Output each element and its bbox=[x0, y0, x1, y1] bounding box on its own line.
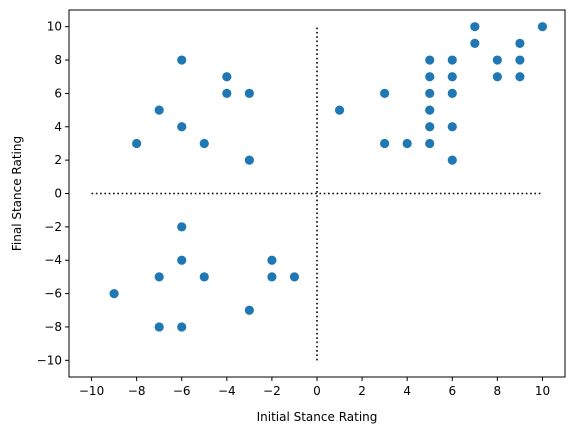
y-tick-label: −8 bbox=[44, 320, 62, 334]
x-tick-label: −10 bbox=[79, 384, 104, 398]
data-point bbox=[515, 72, 525, 82]
data-point bbox=[199, 272, 209, 282]
data-point bbox=[447, 155, 457, 165]
data-point bbox=[244, 155, 254, 165]
y-tick-label: 0 bbox=[54, 187, 62, 201]
data-points bbox=[109, 22, 548, 332]
data-point bbox=[177, 322, 187, 332]
data-point bbox=[289, 272, 300, 282]
x-tick-label: −2 bbox=[263, 384, 281, 398]
data-point bbox=[380, 138, 390, 149]
x-tick-label: −8 bbox=[128, 384, 146, 398]
x-tick-label: −4 bbox=[218, 384, 236, 398]
y-axis-ticks: −10 −8 −6 −4 −2 0 2 4 6 8 10 bbox=[37, 20, 69, 367]
data-point bbox=[492, 72, 502, 82]
x-axis-ticks: −10 −8 −6 −4 −2 0 2 4 6 8 10 bbox=[79, 377, 550, 398]
data-point bbox=[267, 272, 277, 282]
x-tick-label: −6 bbox=[173, 384, 191, 398]
x-tick-label: 8 bbox=[494, 384, 502, 398]
data-point bbox=[402, 138, 412, 149]
y-tick-label: −10 bbox=[37, 353, 62, 367]
data-point bbox=[177, 222, 187, 232]
data-point bbox=[154, 322, 164, 332]
data-point bbox=[154, 105, 164, 115]
data-point bbox=[109, 288, 119, 299]
y-tick-label: 2 bbox=[54, 153, 62, 167]
x-tick-label: 2 bbox=[358, 384, 366, 398]
data-point bbox=[515, 55, 525, 65]
data-point bbox=[177, 255, 187, 265]
y-tick-label: 8 bbox=[54, 53, 62, 67]
x-tick-label: 4 bbox=[403, 384, 411, 398]
y-tick-label: 10 bbox=[47, 20, 62, 34]
data-point bbox=[447, 55, 457, 65]
y-tick-label: 4 bbox=[54, 120, 62, 134]
data-point bbox=[425, 88, 435, 99]
data-point bbox=[177, 122, 187, 132]
data-point bbox=[380, 88, 390, 99]
data-point bbox=[515, 38, 525, 48]
data-point bbox=[447, 88, 457, 99]
data-point bbox=[154, 272, 164, 282]
data-point bbox=[244, 88, 254, 99]
plot-frame bbox=[68, 9, 566, 378]
x-tick-label: 0 bbox=[313, 384, 321, 398]
data-point bbox=[334, 105, 345, 115]
data-point bbox=[425, 138, 435, 149]
data-point bbox=[425, 72, 435, 82]
data-point bbox=[222, 88, 232, 99]
data-point bbox=[447, 72, 457, 82]
data-point bbox=[492, 55, 502, 65]
data-point bbox=[425, 122, 435, 132]
y-tick-label: −2 bbox=[44, 220, 62, 234]
data-point bbox=[425, 105, 435, 115]
y-tick-label: −6 bbox=[44, 287, 62, 301]
data-point bbox=[267, 255, 277, 265]
data-point bbox=[199, 138, 209, 149]
y-tick-label: −4 bbox=[44, 253, 62, 267]
x-tick-label: 6 bbox=[448, 384, 456, 398]
y-tick-label: 6 bbox=[54, 86, 62, 100]
data-point bbox=[425, 55, 435, 65]
data-point bbox=[244, 305, 254, 315]
data-point bbox=[222, 72, 232, 82]
x-axis-label: Initial Stance Rating bbox=[257, 410, 378, 424]
data-point bbox=[470, 22, 480, 32]
data-point bbox=[470, 38, 480, 48]
data-point bbox=[177, 55, 187, 65]
data-point bbox=[537, 22, 548, 32]
x-tick-label: 10 bbox=[535, 384, 550, 398]
data-point bbox=[132, 138, 142, 149]
y-axis-label: Final Stance Rating bbox=[10, 136, 24, 251]
data-point bbox=[447, 122, 457, 132]
